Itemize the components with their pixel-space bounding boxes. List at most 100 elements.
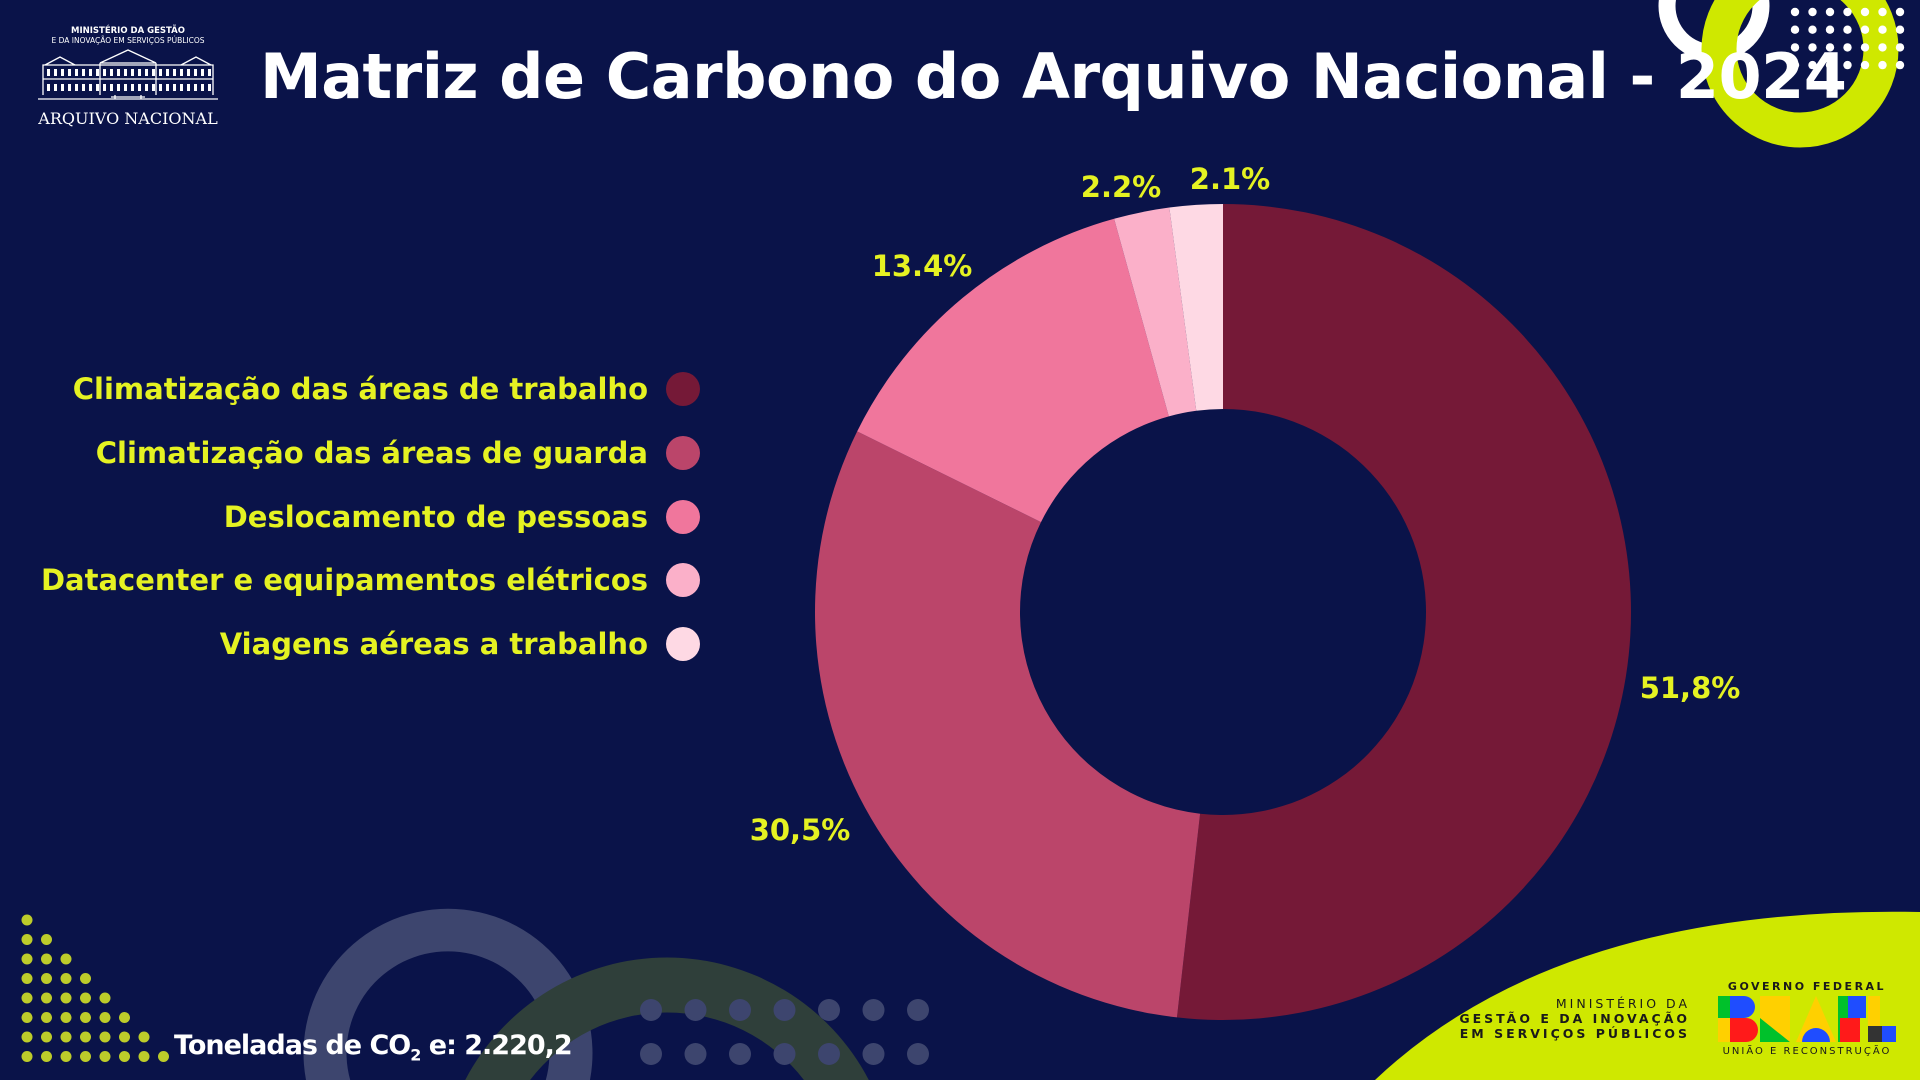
white-dot <box>1790 60 1800 70</box>
yellow-dot <box>21 992 33 1004</box>
white-dot <box>1808 43 1817 52</box>
blue-dot <box>640 1043 662 1065</box>
blue-dot <box>773 999 796 1021</box>
window <box>47 69 50 76</box>
total-emissions: Toneladas de CO2 e: 2.220,2 <box>174 1030 573 1065</box>
yellow-dot <box>119 1012 130 1023</box>
donut-slice <box>814 431 1201 1018</box>
window <box>47 84 50 91</box>
legend-swatch <box>666 563 700 598</box>
yellow-dot <box>21 1031 33 1043</box>
window <box>110 69 113 76</box>
donut-slice <box>857 218 1169 523</box>
yellow-dot <box>119 1051 130 1062</box>
yellow-dot <box>99 1031 111 1043</box>
white-dot <box>1895 60 1905 70</box>
window <box>145 69 148 76</box>
window <box>82 84 85 91</box>
legend-label: Climatização das áreas de trabalho <box>72 372 648 406</box>
window <box>201 69 204 76</box>
window <box>194 84 197 91</box>
blue-dot <box>729 999 751 1021</box>
legend-swatch <box>666 499 700 534</box>
page-title: Matriz de Carbono do Arquivo Nacional - … <box>260 40 1847 113</box>
window <box>82 69 85 76</box>
window <box>131 84 134 91</box>
white-dot <box>1895 43 1905 52</box>
ministry-line3: EM SERVIÇOS PÚBLICOS <box>1459 1026 1690 1041</box>
white-dot <box>1825 25 1835 34</box>
window <box>201 84 204 91</box>
donut-slice <box>1169 204 1223 411</box>
window <box>89 69 92 76</box>
logo-ministry-line1: MINISTÉRIO DA GESTÃO <box>71 26 185 36</box>
window <box>61 84 64 91</box>
yellow-dot <box>60 1012 72 1023</box>
window <box>208 84 211 91</box>
white-dot <box>1843 25 1852 34</box>
white-dot <box>1808 25 1817 34</box>
governo-federal-logo: GOVERNO FEDERAL UNIÃO E RECONSTRUÇÃO <box>1718 980 1896 1057</box>
yellow-dot <box>158 1051 169 1062</box>
window <box>103 69 106 76</box>
window <box>159 69 162 76</box>
yellow-dot <box>60 953 72 965</box>
yellow-dot <box>41 992 52 1004</box>
window <box>138 84 141 91</box>
legend-item: Datacenter e equipamentos elétricos <box>41 563 700 598</box>
window <box>117 84 120 91</box>
yellow-dot <box>80 1012 91 1023</box>
window <box>124 69 127 76</box>
yellow-dot <box>21 953 33 965</box>
white-dot-grid <box>1790 7 1905 70</box>
window <box>138 69 141 76</box>
white-dot <box>1895 25 1905 34</box>
total-sub: 2 <box>410 1045 421 1065</box>
window <box>187 84 190 91</box>
white-dot <box>1790 43 1800 52</box>
blue-dot <box>862 999 885 1021</box>
window <box>208 69 211 76</box>
green-ring <box>465 957 869 1080</box>
white-dot <box>1843 7 1852 17</box>
blue-dot <box>773 1043 796 1065</box>
logo-ministry-line2: E DA INOVAÇÃO EM SERVIÇOS PÚBLICOS <box>51 36 205 45</box>
window <box>96 84 99 91</box>
yellow-dot <box>21 1051 33 1062</box>
window <box>75 84 78 91</box>
blue-dot <box>684 1043 707 1065</box>
blue-dot <box>818 1043 840 1065</box>
data-label: 51,8% <box>1639 671 1741 705</box>
logo-name: ARQUIVO NACIONAL <box>38 109 218 128</box>
blue-dot <box>729 1043 751 1065</box>
window <box>54 69 57 76</box>
window <box>152 69 155 76</box>
donut-slice <box>1176 204 1632 1020</box>
data-label: 2.2% <box>1080 170 1162 204</box>
window <box>124 84 127 91</box>
ministry-line1: MINISTÉRIO DA <box>1555 996 1690 1011</box>
yellow-dot <box>80 992 91 1004</box>
white-dot <box>1860 43 1870 52</box>
legend-item: Climatização das áreas de guarda <box>96 435 700 470</box>
yellow-dot <box>99 992 111 1004</box>
yellow-dot <box>99 1051 111 1062</box>
yellow-dot <box>41 1051 52 1062</box>
donut-chart <box>814 204 1632 1020</box>
yellow-dot <box>41 934 52 945</box>
ministry-signature: MINISTÉRIO DA GESTÃO E DA INOVAÇÃO EM SE… <box>1459 996 1690 1041</box>
legend-swatch <box>666 435 700 470</box>
yellow-dot <box>41 973 52 984</box>
gov-top-text: GOVERNO FEDERAL <box>1727 980 1887 993</box>
total-value: e: 2.220,2 <box>420 1030 573 1061</box>
window <box>159 84 162 91</box>
yellow-dot <box>21 973 33 984</box>
ministry-line2: GESTÃO E DA INOVAÇÃO <box>1459 1011 1690 1026</box>
white-dot <box>1843 60 1852 70</box>
blue-dot <box>640 999 662 1021</box>
window <box>173 84 176 91</box>
window <box>180 84 183 91</box>
window <box>166 69 169 76</box>
window <box>152 84 155 91</box>
window <box>187 69 190 76</box>
